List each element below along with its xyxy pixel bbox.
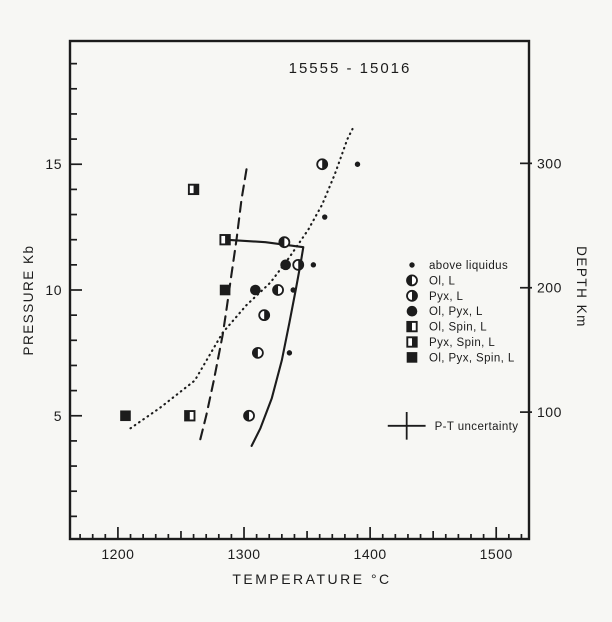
y-axis-title-left: PRESSURE Kb xyxy=(21,244,36,355)
x-axis-title: TEMPERATURE °C xyxy=(232,571,391,587)
tick-labels: 1200 1300 1400 1500 5 10 15 300 200 100 xyxy=(45,155,561,562)
legend-symbol-pyx-spin-l xyxy=(406,336,418,348)
data-point-pyx-l xyxy=(292,258,305,271)
data-point-above-liquidus xyxy=(322,214,328,220)
half-circle-fill xyxy=(279,237,285,248)
data-point-above-liquidus xyxy=(354,161,361,167)
filled-circle-marker xyxy=(250,284,261,296)
half-circle-fill xyxy=(264,310,270,321)
data-point-ol-spin-l xyxy=(184,410,196,422)
filled-circle-marker xyxy=(406,305,418,317)
data-point-ol-pyx-l xyxy=(250,284,261,296)
data-point-ol-l xyxy=(272,284,284,296)
data-point-above-liquidus xyxy=(286,350,293,356)
filled-square-marker xyxy=(120,410,131,422)
half-square-fill xyxy=(193,184,199,195)
depth-tick-label: 100 xyxy=(537,404,562,420)
dotted-boundary xyxy=(129,127,354,430)
half-square-fill xyxy=(412,337,417,347)
data-point-pyx-l xyxy=(316,158,329,171)
data-point-pyx-l xyxy=(258,309,271,322)
legend-label-pyx-l: Pyx, L xyxy=(429,291,464,303)
data-point-ol-pyx-spin-l xyxy=(120,410,131,422)
legend-symbol-pyx-l xyxy=(406,289,418,302)
half-circle-fill xyxy=(322,159,328,170)
data-point-ol-l xyxy=(243,409,255,422)
data-point-ol-pyx-spin-l xyxy=(219,284,231,296)
legend-label-ol-l: Ol, L xyxy=(429,275,455,287)
dot-marker xyxy=(409,262,415,268)
legend-label-ol-spin-l: Ol, Spin, L xyxy=(429,322,487,334)
legend-symbol-above-liquidus xyxy=(409,262,415,268)
solid-boundary xyxy=(224,238,305,447)
half-square-fill xyxy=(225,234,230,245)
dot-marker xyxy=(286,350,293,356)
depth-tick-label: 300 xyxy=(537,155,562,171)
data-points xyxy=(120,158,361,422)
x-tick-label: 1200 xyxy=(101,546,134,562)
legend-symbol-ol-spin-l xyxy=(406,320,418,333)
filled-square-marker xyxy=(406,352,418,363)
depth-tick-label: 200 xyxy=(537,280,562,296)
half-square-fill xyxy=(185,411,190,421)
data-point-ol-pyx-l xyxy=(280,259,291,271)
dot-marker xyxy=(310,262,317,268)
y-tick-label: 5 xyxy=(54,408,62,424)
legend-label-pyx-spin-l: Pyx, Spin, L xyxy=(429,337,495,349)
x-tick-label: 1300 xyxy=(227,546,260,562)
legend-symbol-ol-pyx-spin-l xyxy=(406,352,418,363)
data-point-pyx-spin-l xyxy=(219,234,231,246)
legend: above liquidus Ol, L Pyx, L Ol, Pyx, L Ol, S… xyxy=(387,260,519,440)
phase-boundary-curves xyxy=(129,127,354,447)
legend-symbol-ol-pyx-l xyxy=(406,305,418,317)
data-point-ol-l xyxy=(251,346,264,359)
y-tick-label: 15 xyxy=(45,156,62,172)
legend-symbol-ol-l xyxy=(406,274,418,287)
half-circle-fill xyxy=(252,347,258,358)
half-square-fill xyxy=(407,321,412,332)
dashed-boundary xyxy=(198,168,248,442)
legend-label-above-liquidus: above liquidus xyxy=(429,260,508,272)
dot-marker xyxy=(290,287,296,293)
half-circle-fill xyxy=(273,285,279,295)
half-circle-fill xyxy=(412,290,417,301)
dot-marker xyxy=(322,214,328,220)
chart-title: 15555 - 15016 xyxy=(289,60,412,77)
half-circle-fill xyxy=(407,275,412,286)
filled-circle-marker xyxy=(280,259,291,271)
legend-label-ol-pyx-spin-l: Ol, Pyx, Spin, L xyxy=(429,352,515,364)
legend-label-ol-pyx-l: Ol, Pyx, L xyxy=(429,306,483,318)
y-tick-label: 10 xyxy=(45,282,62,298)
data-point-pyx-spin-l xyxy=(187,183,200,196)
pt-uncertainty-cross xyxy=(387,411,426,440)
y-axis-title-right: DEPTH Km xyxy=(574,246,589,328)
uncertainty-label: P-T uncertainty xyxy=(435,421,519,433)
data-point-above-liquidus xyxy=(290,287,296,293)
dot-marker xyxy=(354,161,361,167)
data-point-above-liquidus xyxy=(310,262,317,268)
data-point-ol-l xyxy=(278,236,291,249)
filled-square-marker xyxy=(219,284,231,296)
axis-ticks xyxy=(70,62,532,539)
half-circle-fill xyxy=(244,410,250,421)
half-circle-fill xyxy=(298,259,304,270)
x-tick-label: 1400 xyxy=(354,546,387,562)
x-tick-label: 1500 xyxy=(480,546,513,562)
